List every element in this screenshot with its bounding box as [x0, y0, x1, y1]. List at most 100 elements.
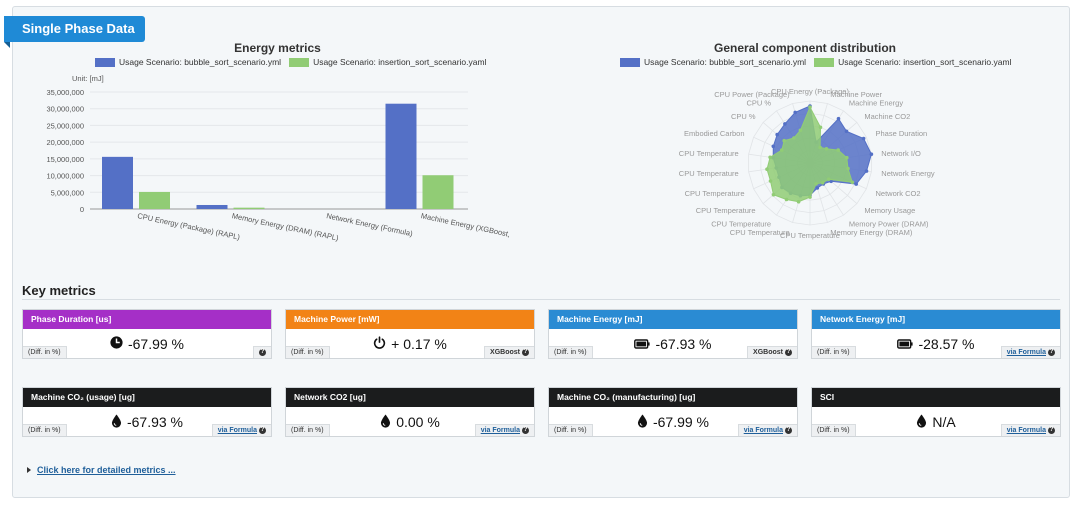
metric-source-label[interactable]: via Formula	[1006, 349, 1046, 356]
radar-point[interactable]	[869, 152, 874, 156]
question-circle-icon[interactable]: ?	[259, 427, 266, 434]
radar-point[interactable]	[844, 129, 849, 134]
metric-card: Machine CO₂ (usage) [ug] -67.93 % (Diff. i…	[22, 387, 272, 437]
legend-swatch	[289, 57, 310, 67]
radar-indicator-label: Machine CO2	[864, 112, 910, 121]
legend-item-insertion[interactable]: Usage Scenario: insertion_sort_scenario.…	[289, 57, 486, 67]
metric-card-value: -67.99 %	[127, 336, 185, 352]
metric-source[interactable]: via Formula?	[474, 424, 534, 436]
drop-icon	[111, 413, 122, 431]
radar-point[interactable]	[771, 192, 776, 197]
question-circle-icon[interactable]: ?	[259, 349, 266, 356]
bar[interactable]	[385, 103, 417, 209]
metric-card: Machine CO₂ (manufacturing) [ug] -67.99 %…	[548, 387, 798, 437]
radar-point[interactable]	[836, 148, 840, 152]
metric-card-value-row: -67.99 %	[23, 335, 271, 353]
detailed-metrics-toggle[interactable]: Click here for detailed metrics ...	[27, 465, 176, 475]
legend-item-bubble[interactable]: Usage Scenario: bubble_sort_scenario.yml	[95, 57, 281, 67]
question-circle-icon[interactable]: ?	[1048, 427, 1055, 434]
metric-source-label[interactable]: via Formula	[743, 427, 783, 434]
x-tick-label: Machine Energy (XGBoost,	[420, 211, 511, 239]
metric-source[interactable]: XGBoost?	[747, 346, 797, 358]
radar-indicator-label: CPU Temperature	[711, 220, 771, 229]
radar-point[interactable]	[768, 155, 772, 160]
radar-point[interactable]	[784, 197, 789, 202]
radar-point[interactable]	[775, 132, 779, 137]
metric-source[interactable]: ?	[253, 346, 271, 358]
radar-point[interactable]	[783, 122, 787, 126]
radar-point[interactable]	[796, 199, 801, 204]
metric-source[interactable]: XGBoost?	[484, 346, 534, 358]
radar-point[interactable]	[792, 136, 796, 140]
radar-point[interactable]	[814, 182, 818, 186]
metric-card-value: N/A	[932, 414, 956, 430]
metric-source-label[interactable]: via Formula	[1006, 427, 1046, 434]
radar-point[interactable]	[824, 147, 829, 151]
radar-point[interactable]	[768, 179, 773, 183]
y-tick-label: 30,000,000	[46, 105, 84, 114]
bar[interactable]	[196, 204, 228, 209]
radar-point[interactable]	[820, 181, 825, 185]
radar-point[interactable]	[826, 177, 831, 181]
metric-source[interactable]: via Formula?	[1000, 346, 1060, 358]
radar-point[interactable]	[818, 125, 823, 130]
metric-source[interactable]: via Formula?	[211, 424, 271, 436]
legend-item-insertion[interactable]: Usage Scenario: insertion_sort_scenario.…	[814, 57, 1011, 67]
radar-point[interactable]	[765, 167, 769, 171]
radar-point[interactable]	[846, 166, 850, 171]
question-circle-icon[interactable]: ?	[522, 427, 529, 434]
question-circle-icon[interactable]: ?	[522, 349, 529, 356]
radar-point[interactable]	[808, 195, 812, 199]
radar-indicator-label: CPU Energy (Package)	[771, 87, 849, 96]
radar-point[interactable]	[771, 144, 776, 149]
metric-source-label[interactable]: via Formula	[217, 427, 257, 434]
legend-label: Usage Scenario: bubble_sort_scenario.yml	[644, 57, 807, 67]
radar-point[interactable]	[850, 180, 855, 185]
bar[interactable]	[233, 207, 265, 209]
radar-indicator-label: Memory Energy (DRAM)	[830, 228, 913, 237]
bar[interactable]	[422, 175, 454, 209]
radar-point[interactable]	[798, 128, 803, 133]
radar-point[interactable]	[864, 169, 869, 173]
bar[interactable]	[139, 191, 170, 209]
detailed-metrics-link[interactable]: Click here for detailed metrics ...	[37, 465, 176, 475]
drop-icon	[380, 413, 391, 431]
metric-source-label[interactable]: via Formula	[480, 427, 520, 434]
metric-card-label: Machine Energy [mJ]	[549, 310, 797, 329]
legend-item-bubble[interactable]: Usage Scenario: bubble_sort_scenario.yml	[620, 57, 806, 67]
metric-card-value-row: -28.57 %	[812, 335, 1060, 353]
y-tick-label: 15,000,000	[46, 155, 84, 164]
metric-source[interactable]: via Formula?	[737, 424, 797, 436]
diff-label: (Diff. in %)	[23, 424, 67, 436]
radar-point[interactable]	[829, 179, 833, 184]
radar-indicator-label: CPU Temperature	[679, 149, 739, 158]
battery-icon	[897, 336, 914, 352]
question-circle-icon[interactable]: ?	[785, 427, 792, 434]
radar-point[interactable]	[818, 145, 822, 150]
radar-indicator-label: Network I/O	[881, 149, 921, 158]
radar-point[interactable]	[854, 182, 858, 186]
metric-source[interactable]: via Formula?	[1000, 424, 1060, 436]
metric-card-label: Machine CO₂ (manufacturing) [ug]	[549, 388, 797, 407]
unit-label: Unit: [mJ]	[72, 74, 104, 83]
metric-card-value-row: 0.00 %	[286, 413, 534, 431]
metric-card-value-row: -67.93 %	[549, 335, 797, 353]
bar[interactable]	[102, 156, 133, 209]
radar-point[interactable]	[861, 136, 866, 141]
radar-point[interactable]	[836, 116, 841, 121]
diff-label: (Diff. in %)	[812, 346, 856, 358]
metric-card: Network CO2 [ug] 0.00 % (Diff. in %) via Fo…	[285, 387, 535, 437]
radar-point[interactable]	[780, 148, 784, 152]
power-icon	[373, 336, 386, 352]
radar-point[interactable]	[815, 186, 820, 190]
radar-point[interactable]	[808, 105, 812, 109]
question-circle-icon[interactable]: ?	[1048, 349, 1055, 356]
question-circle-icon[interactable]: ?	[785, 349, 792, 356]
radar-point[interactable]	[793, 110, 797, 115]
radar-indicator-label: Memory Usage	[864, 206, 915, 215]
metric-card: SCI N/A (Diff. in %) via Formula?	[811, 387, 1061, 437]
radar-point[interactable]	[845, 155, 849, 160]
legend-swatch	[814, 57, 835, 67]
radar-indicator-label: Phase Duration	[876, 129, 928, 138]
radar-point[interactable]	[782, 138, 786, 143]
